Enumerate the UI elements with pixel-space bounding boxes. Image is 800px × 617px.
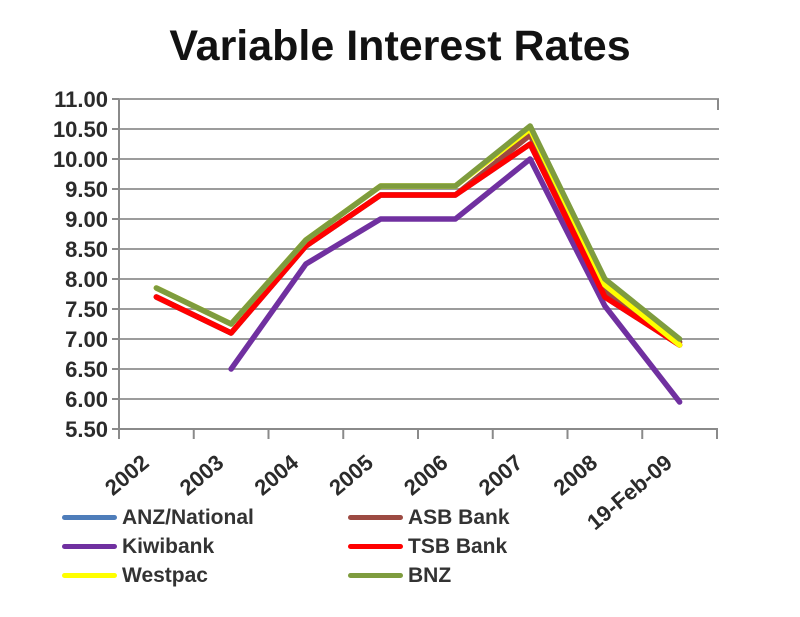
series-line-asb-bank bbox=[153, 132, 683, 345]
series-line-kiwibank bbox=[228, 156, 683, 405]
legend-item-tsb-bank: TSB Bank bbox=[348, 536, 628, 557]
legend-label: Kiwibank bbox=[122, 535, 215, 558]
series-line-westpac bbox=[153, 126, 683, 348]
legend-swatch bbox=[348, 515, 403, 520]
x-tick-label: 2008 bbox=[549, 450, 603, 501]
legend-swatch bbox=[62, 515, 117, 520]
y-tick-label: 5.50 bbox=[65, 417, 108, 442]
y-tick-label: 11.00 bbox=[54, 87, 108, 112]
legend-label: ASB Bank bbox=[408, 506, 510, 529]
x-tick-label: 2002 bbox=[100, 450, 154, 501]
legend-item-kiwibank: Kiwibank bbox=[62, 536, 348, 557]
legend-swatch bbox=[348, 573, 403, 578]
legend-item-bnz: BNZ bbox=[348, 565, 628, 586]
x-tick-label: 2004 bbox=[250, 449, 304, 500]
x-tick-label: 2007 bbox=[474, 450, 528, 501]
series-line-tsb-bank bbox=[153, 141, 683, 348]
legend-label: ANZ/National bbox=[122, 506, 254, 529]
legend-label: BNZ bbox=[408, 564, 452, 587]
legend-swatch bbox=[62, 573, 117, 578]
y-tick-label: 9.50 bbox=[65, 177, 108, 202]
x-tick-label: 2005 bbox=[324, 450, 378, 501]
x-tick-label: 2006 bbox=[399, 450, 453, 501]
series-line-anz-national bbox=[153, 141, 683, 348]
legend-swatch bbox=[62, 544, 117, 549]
chart-title: Variable Interest Rates bbox=[169, 22, 631, 70]
legend-swatch bbox=[348, 544, 403, 549]
y-tick-label: 7.00 bbox=[65, 327, 108, 352]
legend-item-anz-national: ANZ/National bbox=[62, 507, 348, 528]
y-tick-label: 7.50 bbox=[65, 297, 108, 322]
legend-label: Westpac bbox=[122, 564, 208, 587]
y-tick-label: 6.00 bbox=[65, 387, 108, 412]
y-tick-label: 10.00 bbox=[53, 147, 108, 172]
y-tick-label: 9.00 bbox=[65, 207, 108, 232]
y-tick-label: 8.00 bbox=[65, 267, 108, 292]
x-tick-label: 2003 bbox=[175, 450, 229, 501]
legend-label: TSB Bank bbox=[408, 535, 508, 558]
legend: ANZ/National ASB Bank Kiwibank TSB Bank West… bbox=[62, 503, 628, 590]
y-tick-label: 6.50 bbox=[65, 357, 108, 382]
legend-item-asb-bank: ASB Bank bbox=[348, 507, 628, 528]
y-tick-label: 8.50 bbox=[65, 237, 108, 262]
legend-item-westpac: Westpac bbox=[62, 565, 348, 586]
series-line-bnz bbox=[153, 123, 683, 342]
y-tick-label: 10.50 bbox=[53, 117, 108, 142]
